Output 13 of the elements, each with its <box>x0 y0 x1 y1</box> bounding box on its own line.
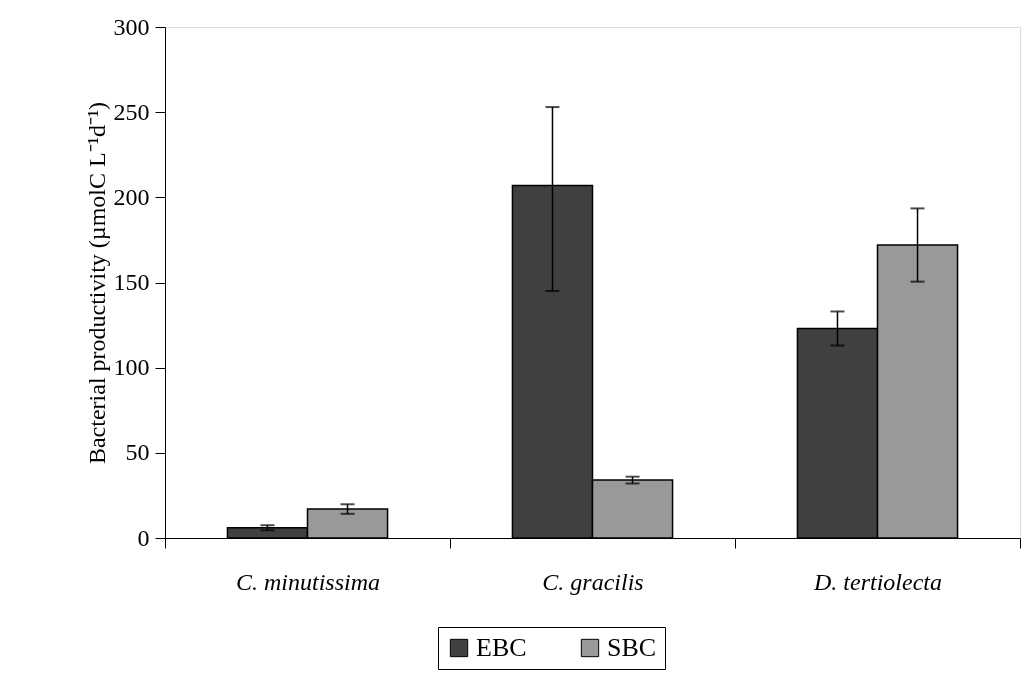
x-tick-label: C. gracilis <box>542 568 644 595</box>
x-tick-label: D. tertiolecta <box>813 568 942 595</box>
y-tick-label: 100 <box>113 354 150 381</box>
legend-label: EBC <box>476 633 527 662</box>
y-tick-label: 250 <box>113 98 150 125</box>
y-axis-title: Bacterial productivity (µmolC L⁻¹d⁻¹) <box>83 101 110 465</box>
y-tick-label: 0 <box>137 524 150 551</box>
y-tick-label: 300 <box>113 13 150 40</box>
y-tick-label: 50 <box>125 439 150 466</box>
legend-label: SBC <box>607 633 657 662</box>
x-tick-label: C. minutissima <box>235 568 381 595</box>
y-tick-label: 200 <box>113 183 150 210</box>
y-tick-label: 150 <box>113 269 150 295</box>
